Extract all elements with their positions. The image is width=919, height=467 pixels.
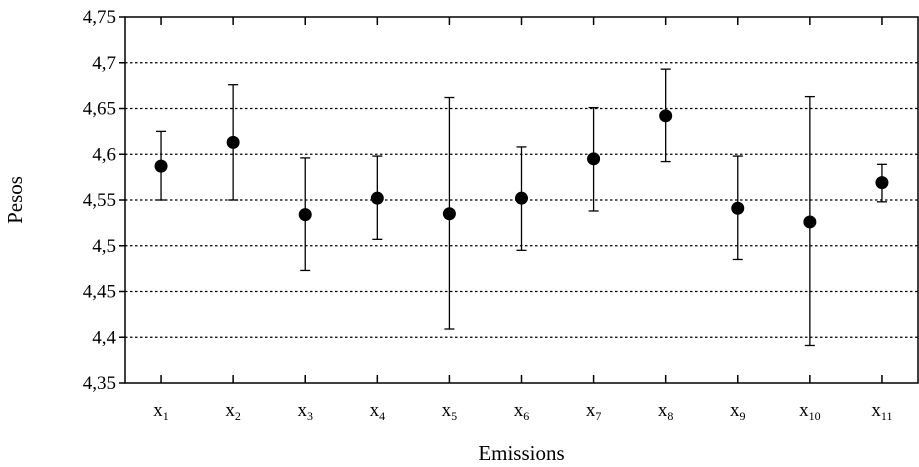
y-tick-label: 4,4 xyxy=(92,327,116,348)
x-tick-label: x8 xyxy=(658,400,674,423)
x-tick-label: x4 xyxy=(370,400,386,423)
x-tick-label: x10 xyxy=(799,400,821,423)
y-tick-label: 4,75 xyxy=(83,7,116,28)
data-points xyxy=(154,109,889,229)
y-tick-label: 4,45 xyxy=(83,282,116,303)
data-point xyxy=(226,135,240,149)
y-tick-label: 4,35 xyxy=(83,373,116,394)
y-tick-label: 4,55 xyxy=(83,190,116,211)
data-point xyxy=(803,215,817,229)
x-tick-label: x11 xyxy=(871,400,892,423)
y-axis: 4,35 4,4 4,45 4,5 4,55 4,6 4,65 4,7 4,75 xyxy=(83,7,125,394)
y-tick-label: 4,6 xyxy=(92,144,116,165)
data-point xyxy=(370,191,384,205)
y-tick-label: 4,5 xyxy=(92,236,116,257)
data-point xyxy=(298,208,312,222)
data-point xyxy=(659,109,673,123)
x-tick-label: x6 xyxy=(514,400,530,423)
data-point xyxy=(731,201,745,215)
y-axis-title: Pesos xyxy=(3,176,27,224)
y-tick-label: 4,7 xyxy=(92,53,116,74)
x-tick-label: x1 xyxy=(153,400,169,423)
x-tick-label: x7 xyxy=(586,400,602,423)
error-bars xyxy=(156,68,887,347)
x-axis-title: Emissions xyxy=(478,441,564,465)
x-tick-label: x2 xyxy=(225,400,241,423)
data-point xyxy=(515,191,528,205)
data-point xyxy=(875,176,889,190)
x-axis: x1 x2 x3 x4 x5 x6 x7 x8 x9 x10 x11 xyxy=(153,17,892,423)
data-point xyxy=(442,207,456,221)
data-point xyxy=(154,159,168,173)
y-tick-label: 4,65 xyxy=(83,99,116,120)
x-tick-label: x5 xyxy=(442,400,458,423)
data-point xyxy=(587,152,601,166)
x-tick-label: x3 xyxy=(297,400,313,423)
x-tick-label: x9 xyxy=(730,400,746,423)
